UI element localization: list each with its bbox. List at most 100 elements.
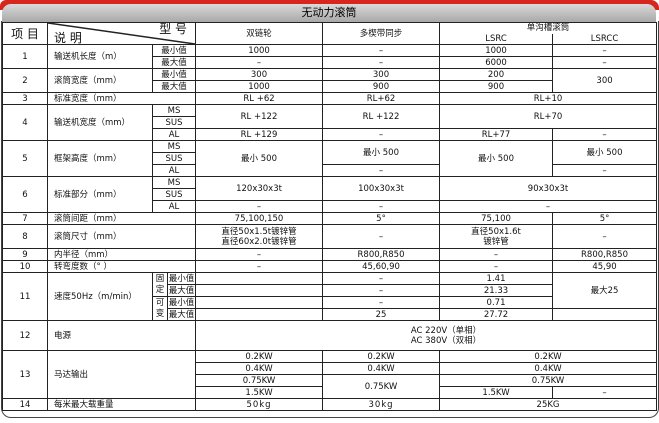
- table-row: 2 滚筒宽度（mm） 最小值 300 300 200 300: [2, 68, 658, 93]
- cell: 100x30x3t: [322, 176, 441, 201]
- cell: RL+77: [439, 128, 554, 141]
- header-col-double-chain: 双链轮: [195, 22, 324, 45]
- cell: –: [322, 44, 441, 57]
- cell: 最小 500: [439, 140, 554, 177]
- cell: –: [195, 56, 324, 69]
- table-row: 9 内半径（mm） – R800,R850 – R800,R850: [2, 248, 658, 261]
- row-number: 10: [2, 260, 48, 273]
- cell: R800,R850: [322, 248, 441, 261]
- cell: 45,60,90: [322, 260, 441, 273]
- row-desc: 内半径（mm）: [46, 248, 197, 261]
- cell: 最小 500: [552, 140, 658, 165]
- header-desc: 说 明: [54, 31, 82, 45]
- sub-label: 最小值: [151, 68, 197, 81]
- table-row: 1 输送机长度（m） 最小值 1000 – 1000 –: [2, 44, 658, 69]
- cell: 200: [439, 68, 554, 81]
- row-desc: 每米最大载重量: [46, 398, 197, 411]
- header-model: 型 号: [159, 22, 188, 36]
- table-row: 13 马达输出 0.2KW 0.2KW 0.2KW: [2, 350, 658, 399]
- header-col-lsrcc: LSRCC: [552, 33, 658, 45]
- row-desc: 标准宽度（mm）: [46, 92, 197, 105]
- cell: 1.5KW: [195, 386, 324, 399]
- cell: 0.4KW: [195, 362, 324, 375]
- cell: 90x30x3t: [439, 176, 658, 201]
- cell: 0.71: [439, 296, 554, 309]
- cell: –: [439, 248, 554, 261]
- row-number: 7: [2, 212, 48, 225]
- cell: –: [322, 56, 441, 69]
- cell-line: AC 380V（双相）: [410, 335, 482, 346]
- cell: –: [195, 260, 324, 273]
- row-desc: 速度50Hz（m/min）: [47, 272, 153, 321]
- cell: 0.4KW: [439, 362, 658, 375]
- cell: 1000: [195, 80, 324, 93]
- cell: –: [552, 164, 658, 177]
- fixed-label: 固定: [152, 272, 168, 297]
- cell: R800,R850: [552, 248, 658, 261]
- cell: RL+70: [439, 104, 658, 129]
- sub-label: 最小值: [166, 296, 197, 309]
- cell: 900: [439, 80, 554, 93]
- cell: [195, 284, 324, 297]
- cell-line: 镀锌管: [483, 236, 509, 247]
- cell: 25: [322, 308, 441, 321]
- row-desc: 滚筒尺寸（mm）: [46, 224, 197, 249]
- cell: 5°: [322, 212, 441, 225]
- cell: 0.75KW: [322, 374, 441, 399]
- cell: 1.41: [439, 272, 554, 285]
- cell: –: [552, 224, 658, 249]
- table-row: 5 框架高度（mm） MS 最小 500 最小 500 最小 500 最小 50…: [2, 140, 658, 177]
- row-desc: 转弯度数（° ）: [46, 260, 197, 273]
- row-number: 2: [2, 68, 48, 93]
- sub-label: AL: [151, 164, 197, 177]
- table-row: 3 标准宽度（mm） RL +62 RL+62 RL+10: [2, 92, 658, 105]
- cell: 900: [322, 80, 441, 93]
- cell: –: [552, 128, 658, 141]
- cell: 0.75KW: [195, 374, 324, 387]
- cell: 21.33: [439, 284, 554, 297]
- cell: –: [195, 200, 324, 213]
- header-col-poly-v: 多楔带同步: [322, 22, 441, 45]
- variable-label: 可变: [152, 296, 168, 321]
- row-desc: 滚筒宽度（mm）: [47, 68, 153, 93]
- cell: –: [322, 128, 441, 141]
- sub-label: AL: [151, 200, 197, 213]
- cell: [195, 308, 324, 321]
- cell: –: [552, 386, 658, 399]
- cell: 最小 500: [322, 140, 441, 165]
- sub-label: 最大值: [151, 56, 197, 69]
- cell: 300: [195, 68, 324, 81]
- row-desc: 电源: [46, 320, 197, 351]
- sub-label: SUS: [151, 188, 197, 201]
- cell: RL+62: [322, 92, 441, 105]
- cell: 300: [322, 68, 441, 81]
- table-row: 7 滚筒间距（mm） 75,100,150 5° 75,100 5°: [2, 212, 658, 225]
- table-row: 最大值 – 21.33: [3, 284, 657, 297]
- row-desc: 框架高度（mm）: [47, 140, 153, 177]
- row-number: 12: [2, 320, 48, 351]
- header-item: 项 目: [2, 22, 48, 45]
- cell: 最大25: [552, 272, 658, 309]
- cell-line: 直径50x1.5t镀锌管: [221, 226, 297, 237]
- cell: 120x30x3t: [195, 176, 324, 201]
- table-row: 12 电源 AC 220V（单相） AC 380V（双相）: [2, 320, 658, 351]
- sub-label: AL: [151, 128, 197, 141]
- cell-line: 直径50x1.6t: [471, 226, 521, 237]
- cell: 直径50x1.6t 镀锌管: [439, 224, 554, 249]
- cell: 75,100: [439, 212, 554, 225]
- sub-label: SUS: [151, 152, 197, 165]
- cell: 0.2KW: [439, 350, 658, 363]
- cell: –: [439, 260, 554, 273]
- sub-label: 最大值: [166, 284, 197, 297]
- cell: 300: [552, 68, 658, 93]
- table-row: 1.5KW 1.5KW –: [3, 386, 658, 399]
- cell: –: [552, 44, 658, 57]
- row-number: 13: [2, 350, 48, 399]
- cell: –: [552, 56, 658, 69]
- cell: 最小 500: [195, 140, 324, 177]
- cell-line: 直径60x2.0t镀锌管: [221, 236, 297, 247]
- row-number: 6: [2, 176, 48, 213]
- table-row: AL – – –: [3, 200, 658, 213]
- table-row: 0.4KW 0.4KW 0.4KW: [3, 362, 658, 375]
- cell: RL+10: [439, 92, 658, 105]
